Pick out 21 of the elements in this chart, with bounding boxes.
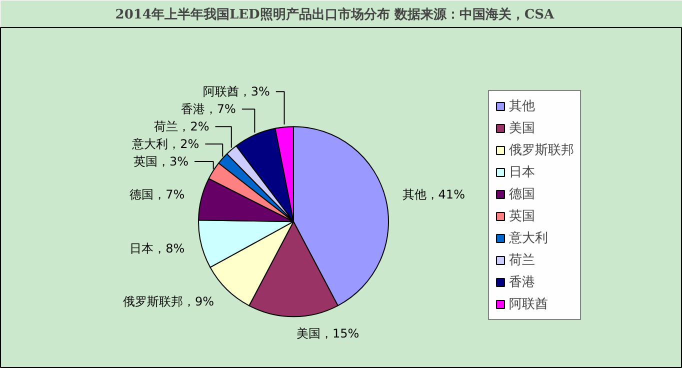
data-label: 香港，7% (180, 102, 236, 116)
legend-label: 其他 (509, 98, 535, 115)
data-label: 阿联酋，3% (202, 84, 270, 99)
legend-label: 荷兰 (509, 252, 535, 269)
legend-label: 日本 (509, 164, 535, 181)
legend-label: 意大利 (509, 230, 548, 247)
data-label: 俄罗斯联邦，9% (123, 294, 214, 308)
data-label: 意大利，2% (131, 137, 200, 152)
data-label: 日本，8% (130, 242, 185, 256)
data-label: 美国，15% (296, 326, 360, 341)
data-label: 英国，3% (134, 154, 189, 169)
legend-label: 阿联酋 (509, 296, 548, 313)
legend-label: 美国 (509, 120, 535, 137)
legend-label: 香港 (509, 274, 535, 291)
legend-label: 德国 (509, 186, 535, 203)
data-label: 荷兰，2% (154, 120, 210, 134)
data-label: 其他，41% (402, 188, 465, 202)
data-label: 德国，7% (130, 188, 185, 202)
legend-label: 英国 (509, 208, 535, 225)
chart-title: 2014年上半年我国LED照明产品出口市场分布 数据来源：中国海关，CSA (115, 6, 556, 22)
legend-label: 俄罗斯联邦 (509, 142, 574, 159)
